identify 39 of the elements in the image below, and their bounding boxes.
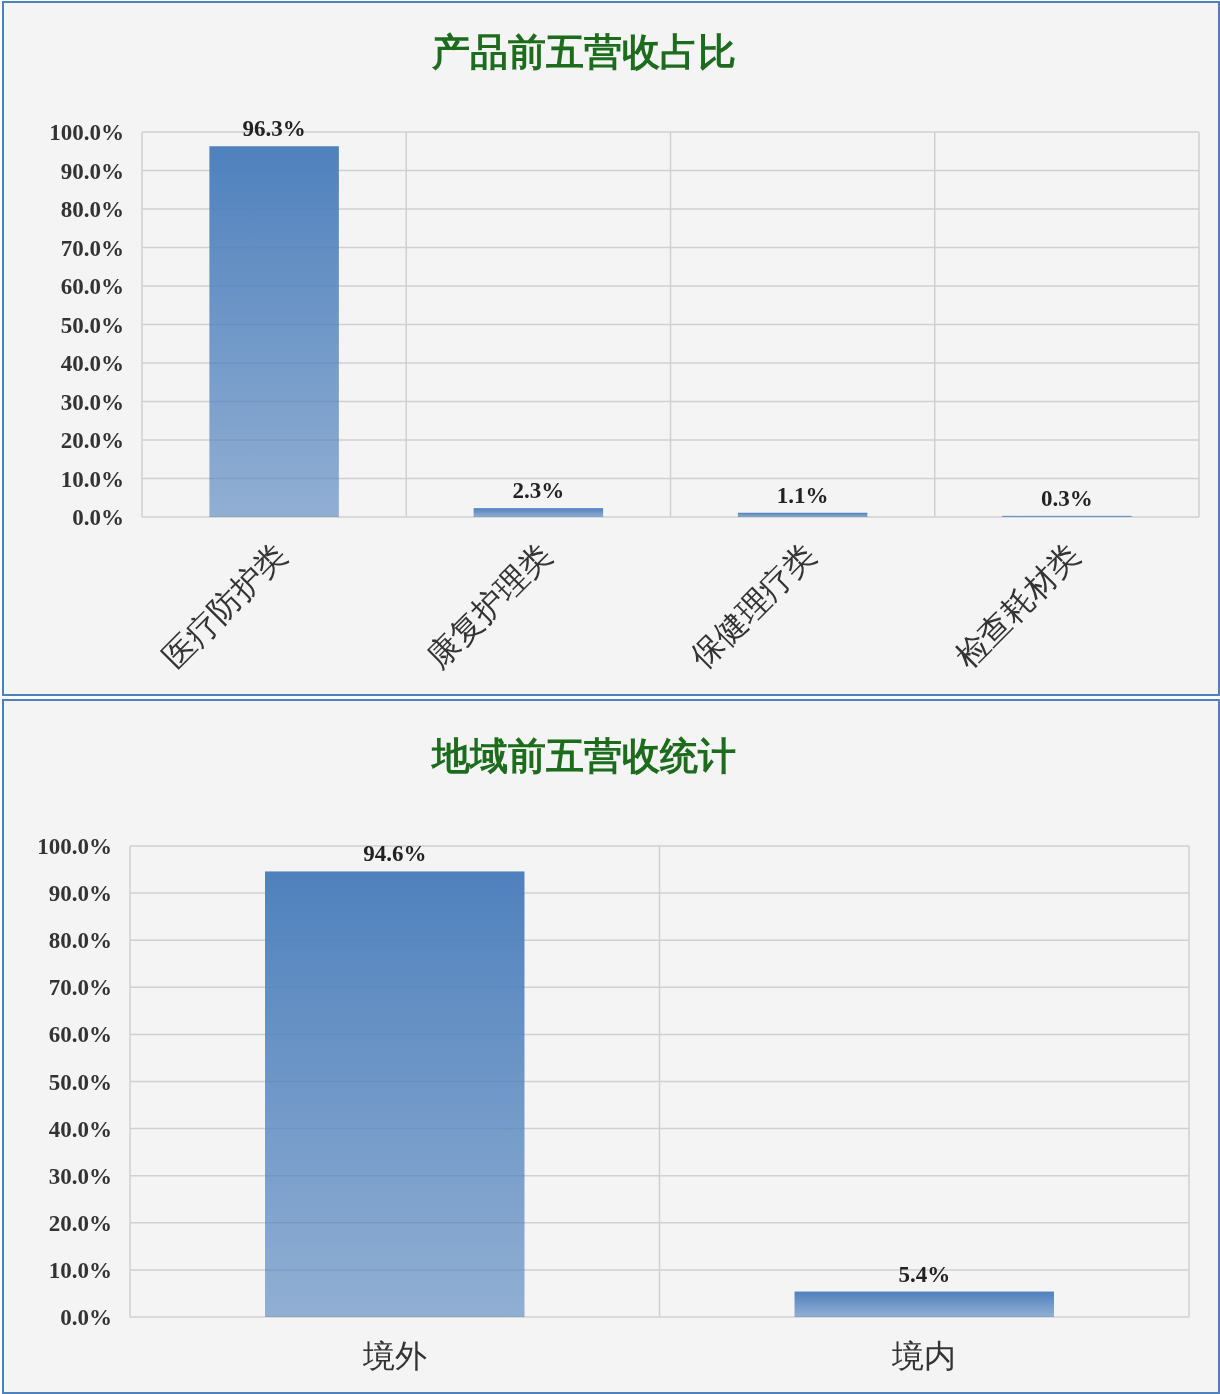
y-tick-label: 100.0% (49, 120, 124, 145)
y-tick-label: 20.0% (48, 1210, 112, 1236)
y-tick-label: 60.0% (48, 1022, 112, 1048)
chart-title: 地域前五营收统计 (430, 735, 736, 777)
y-tick-label: 30.0% (48, 1163, 112, 1189)
bar (737, 512, 868, 517)
y-tick-label: 10.0% (60, 466, 124, 492)
data-label: 94.6% (363, 841, 427, 867)
y-tick-label: 90.0% (48, 881, 112, 907)
y-tick-label: 80.0% (48, 928, 112, 954)
bar (473, 508, 604, 517)
y-tick-label: 30.0% (60, 389, 124, 415)
chart-title: 产品前五营收占比 (431, 31, 736, 73)
y-tick-label: 10.0% (48, 1257, 112, 1283)
bar (209, 146, 339, 517)
x-tick-label: 康复护理类 (419, 536, 559, 676)
y-tick-label: 40.0% (60, 351, 124, 376)
y-tick-label: 0.0% (72, 505, 124, 530)
y-tick-label: 50.0% (48, 1069, 112, 1095)
y-tick-label: 40.0% (48, 1116, 112, 1142)
data-label: 5.4% (898, 1261, 951, 1287)
data-label: 1.1% (776, 482, 829, 508)
data-label: 0.3% (1041, 485, 1093, 511)
data-label: 96.3% (242, 116, 306, 142)
x-tick-label: 境内 (891, 1338, 957, 1374)
y-tick-label: 60.0% (60, 274, 124, 299)
y-tick-label: 100.0% (37, 834, 112, 859)
x-tick-label: 保健理疗类 (683, 536, 823, 676)
y-tick-label: 20.0% (60, 428, 124, 453)
y-tick-label: 50.0% (60, 312, 124, 338)
y-tick-label: 90.0% (60, 158, 124, 184)
x-tick-label: 医疗防护类 (155, 536, 295, 676)
y-tick-label: 70.0% (60, 235, 124, 261)
x-tick-label: 检查耗材类 (948, 536, 1087, 676)
data-label: 2.3% (512, 478, 565, 504)
x-tick-label: 境外 (361, 1338, 427, 1374)
y-tick-label: 0.0% (60, 1305, 112, 1330)
y-tick-label: 80.0% (60, 197, 124, 222)
y-tick-label: 70.0% (48, 975, 112, 1001)
